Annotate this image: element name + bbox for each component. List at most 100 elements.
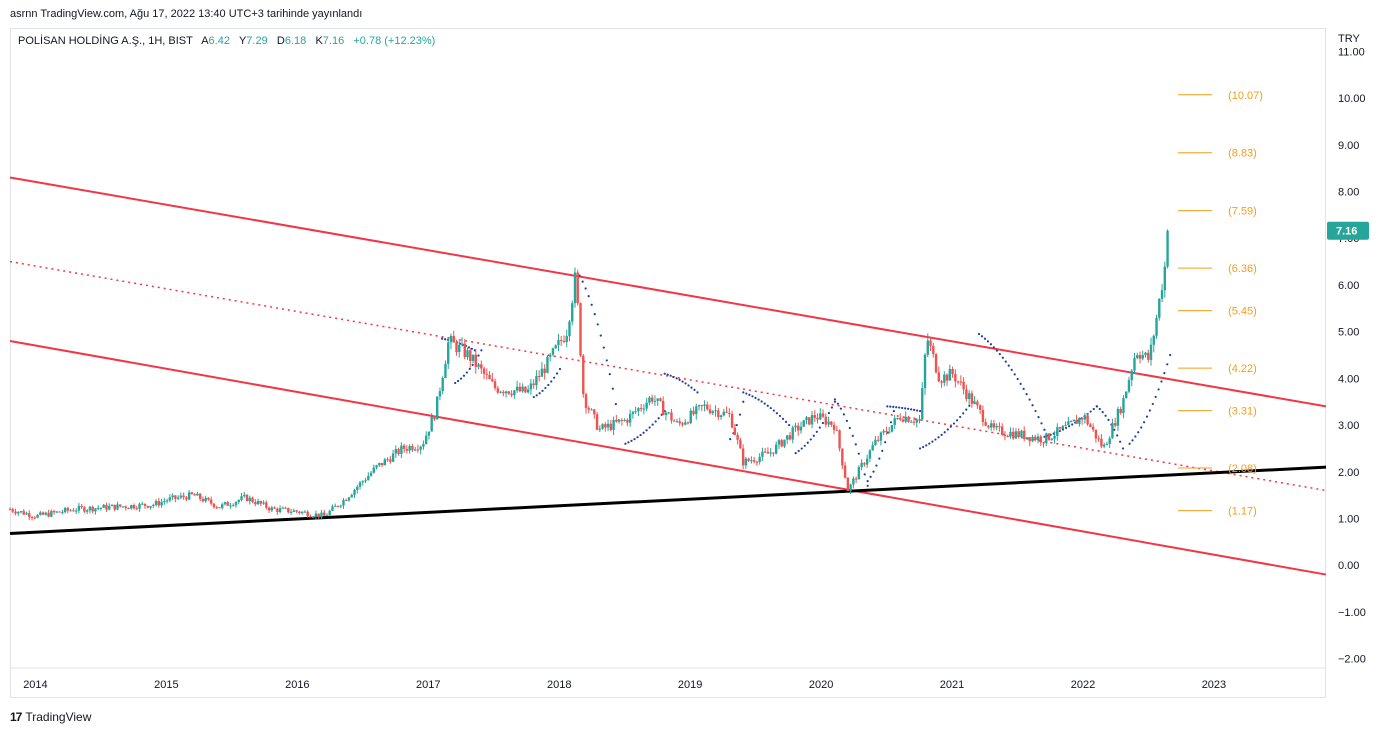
- candle: [1000, 426, 1004, 435]
- channel-mid-line: [9, 260, 1327, 492]
- psar-dot: [614, 403, 617, 406]
- psar-dot: [465, 371, 468, 374]
- candle: [1031, 436, 1034, 442]
- candle: [160, 501, 163, 506]
- candle: [827, 421, 830, 425]
- tradingview-logo[interactable]: 17 TradingView: [10, 710, 91, 724]
- time-axis-tick: 2017: [416, 679, 440, 691]
- candle: [639, 408, 643, 410]
- candle: [63, 508, 67, 513]
- candle: [336, 505, 340, 507]
- candle: [152, 504, 155, 507]
- candle: [190, 492, 194, 495]
- candle: [794, 425, 797, 428]
- candle: [876, 439, 880, 441]
- candle: [422, 444, 425, 447]
- candle: [30, 517, 34, 519]
- psar-dot: [784, 420, 788, 423]
- candle: [1136, 355, 1139, 358]
- candle: [198, 493, 202, 499]
- chart-frame[interactable]: [10, 28, 1326, 698]
- candle: [951, 369, 954, 375]
- time-axis: 2014 2015 2016 2017 2018 2019 2020 2021 2022 2023: [10, 667, 1326, 691]
- candle: [130, 505, 133, 509]
- candle: [843, 465, 847, 478]
- candle: [1047, 433, 1051, 440]
- candle: [182, 495, 185, 498]
- time-axis-tick: 2021: [940, 679, 964, 691]
- candle: [711, 411, 715, 414]
- psar-dot: [1031, 404, 1034, 407]
- psar-dot: [1025, 393, 1028, 396]
- candle: [758, 456, 761, 462]
- candle: [444, 363, 447, 378]
- psar-dot: [751, 395, 754, 398]
- candle: [686, 422, 690, 424]
- psar-dot: [781, 417, 785, 420]
- candle: [788, 435, 792, 440]
- candle: [587, 408, 590, 410]
- psar-dot: [959, 415, 962, 419]
- candle: [41, 512, 45, 515]
- candle: [389, 459, 392, 462]
- candle: [929, 340, 932, 346]
- psar-dot: [742, 391, 745, 394]
- time-axis-tick: 2016: [285, 679, 309, 691]
- candle: [524, 386, 527, 393]
- psar-dot: [663, 372, 666, 375]
- candle: [1078, 417, 1081, 424]
- symbol-name[interactable]: POLİSAN HOLDİNG A.Ş., 1H, BIST: [18, 35, 193, 47]
- candle: [841, 448, 844, 466]
- candle: [378, 462, 381, 466]
- psar-dot: [553, 376, 556, 379]
- candle: [502, 391, 505, 394]
- low-label: D: [276, 35, 285, 47]
- candle: [774, 444, 778, 454]
- candle: [1042, 442, 1045, 444]
- candle: [94, 508, 97, 512]
- candle: [424, 435, 428, 445]
- psar-dot: [1160, 380, 1163, 383]
- psar-dot: [690, 386, 693, 389]
- candle: [223, 502, 227, 505]
- candle: [692, 410, 695, 415]
- psar-dot: [943, 431, 946, 434]
- candle: [761, 451, 764, 457]
- time-axis-tick: 2014: [23, 679, 47, 691]
- candle: [174, 495, 177, 499]
- channel-upper-line: [9, 176, 1327, 408]
- psar-dot: [666, 373, 669, 376]
- psar-dot: [763, 402, 766, 405]
- candle: [736, 434, 739, 440]
- psar-dot: [892, 405, 895, 408]
- psar-dot: [821, 421, 824, 425]
- candle: [579, 303, 582, 356]
- candle: [493, 381, 497, 389]
- candle: [747, 458, 750, 461]
- candle: [110, 504, 114, 507]
- candle: [143, 503, 147, 506]
- candle: [298, 511, 301, 513]
- candle: [529, 383, 533, 390]
- candle: [595, 414, 599, 430]
- candle: [653, 400, 657, 402]
- psar-dot: [1119, 440, 1122, 443]
- candle: [1067, 421, 1070, 425]
- psar-dot: [684, 382, 687, 385]
- psar-dot: [541, 389, 544, 392]
- candle: [554, 345, 557, 349]
- candle: [405, 448, 409, 451]
- candle: [626, 419, 629, 423]
- candle: [254, 502, 257, 505]
- candle: [766, 451, 770, 454]
- candle: [232, 505, 235, 507]
- candle: [697, 405, 701, 407]
- candle: [276, 508, 279, 512]
- candle: [1113, 423, 1117, 426]
- psar-dot: [848, 426, 851, 430]
- candle: [55, 511, 59, 513]
- psar-dot: [872, 470, 875, 473]
- psar-dot: [1128, 442, 1131, 445]
- psar-dot: [889, 405, 892, 408]
